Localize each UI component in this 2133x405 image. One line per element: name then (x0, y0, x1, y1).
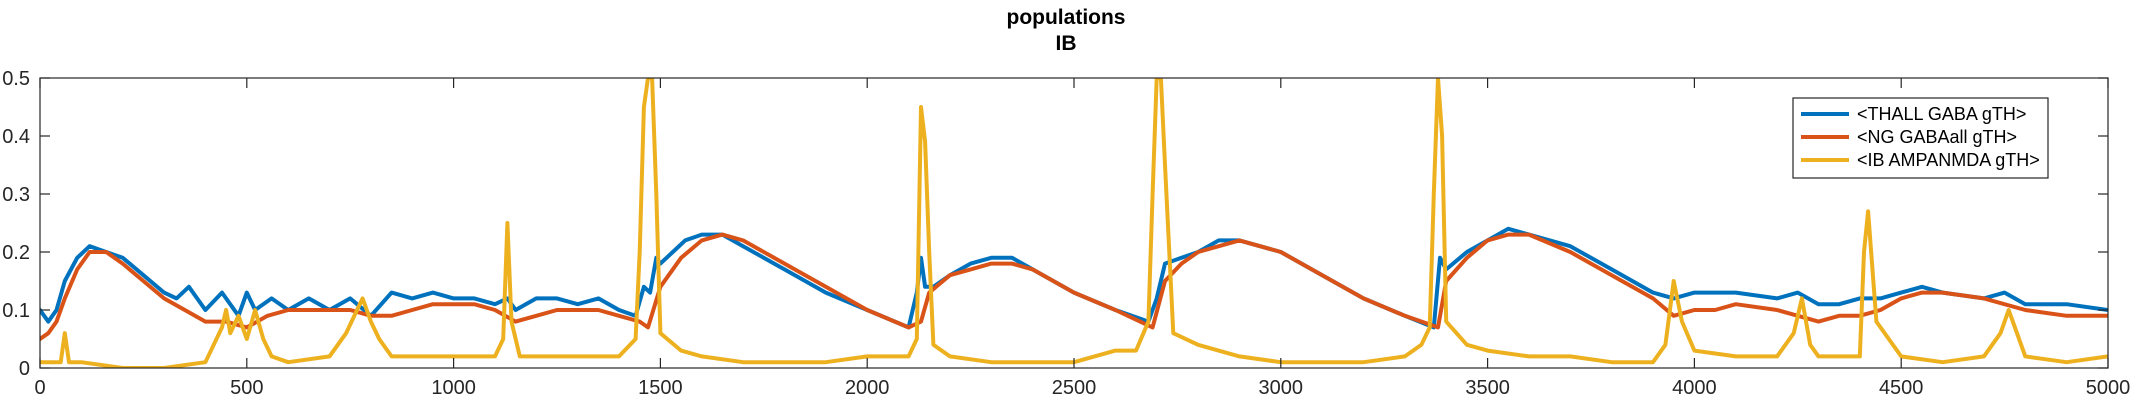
x-axis: 0 500 1000 1500 2000 2500 3000 3500 4000 4500 5000 (34, 78, 2130, 399)
x-tick-label: 4500 (1879, 377, 1924, 399)
x-tick-label: 3000 (1259, 377, 1304, 399)
y-axis: 0 0.1 0.2 0.3 0.4 0.5 (2, 68, 2108, 380)
x-tick-label: 1000 (431, 377, 476, 399)
x-tick-label: 3500 (1465, 377, 1510, 399)
x-tick-label: 4000 (1672, 377, 1717, 399)
x-tick-label: 500 (230, 377, 263, 399)
legend: <THALL GABA gTH> <NG GABAall gTH> <IB AMPA… (1792, 97, 2049, 179)
y-tick-label: 0.1 (2, 300, 30, 322)
legend-label-3: <IB AMPANMDA gTH> (1857, 150, 2040, 170)
y-tick-label: 0.3 (2, 184, 30, 206)
y-tick-label: 0 (19, 358, 30, 380)
x-tick-label: 0 (34, 377, 45, 399)
series-layer (40, 78, 2108, 368)
y-tick-label: 0.2 (2, 242, 30, 264)
chart-subtitle: IB (1056, 32, 1077, 55)
series-line-3 (40, 78, 2108, 368)
y-tick-label: 0.4 (2, 126, 30, 148)
x-tick-label: 2000 (845, 377, 890, 399)
series-line-1 (40, 226, 2108, 330)
legend-label-2: <NG GABAall gTH> (1857, 127, 2017, 147)
legend-label-1: <THALL GABA gTH> (1857, 104, 2026, 124)
x-tick-label: 1500 (638, 377, 683, 399)
y-tick-label: 0.5 (2, 68, 30, 90)
chart-title: populations (1007, 6, 1126, 29)
x-tick-label: 2500 (1052, 377, 1097, 399)
x-tick-label: 5000 (2086, 377, 2131, 399)
